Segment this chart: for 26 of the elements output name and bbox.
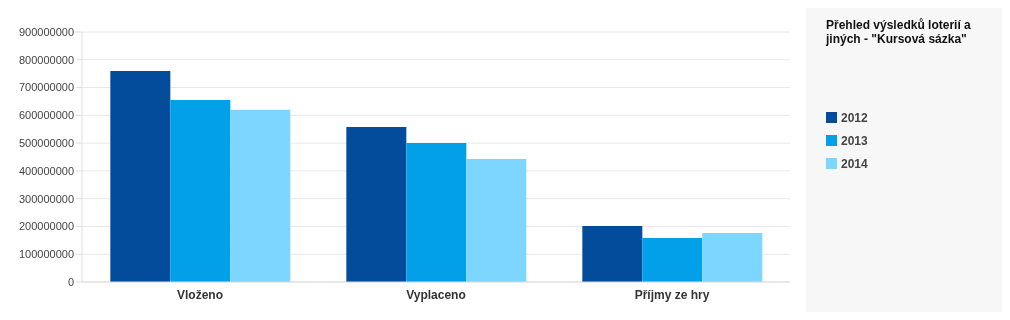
y-tick-label: 100000000 xyxy=(18,248,74,261)
y-tick-label: 700000000 xyxy=(18,81,74,94)
bar xyxy=(230,109,291,282)
x-tick-label: Vyplaceno xyxy=(406,287,466,302)
bar xyxy=(110,70,171,282)
y-tick-label: 600000000 xyxy=(18,109,74,122)
legend-label: 2012 xyxy=(840,109,869,127)
y-tick-label: 0 xyxy=(67,275,74,288)
bar xyxy=(642,238,703,282)
x-tick-label: Příjmy ze hry xyxy=(634,287,710,302)
y-tick-label: 400000000 xyxy=(18,164,74,177)
y-tick-label: 500000000 xyxy=(18,137,74,150)
bar xyxy=(702,233,763,282)
y-tick-label: 300000000 xyxy=(18,192,74,205)
y-tick-label: 800000000 xyxy=(18,53,74,66)
legend-label: 2013 xyxy=(840,132,869,150)
x-tick-label: Vloženo xyxy=(176,287,224,302)
bar xyxy=(466,158,527,282)
text: Přehled výsledků loterií a jiných - "Kursová sázka" xyxy=(826,18,972,46)
legend-label: 2014 xyxy=(840,155,869,173)
y-tick-label: 200000000 xyxy=(18,220,74,233)
y-tick-label: 900000000 xyxy=(18,25,74,38)
bar xyxy=(406,143,467,282)
bar xyxy=(346,127,407,282)
bar xyxy=(582,225,643,282)
bar xyxy=(170,100,231,282)
